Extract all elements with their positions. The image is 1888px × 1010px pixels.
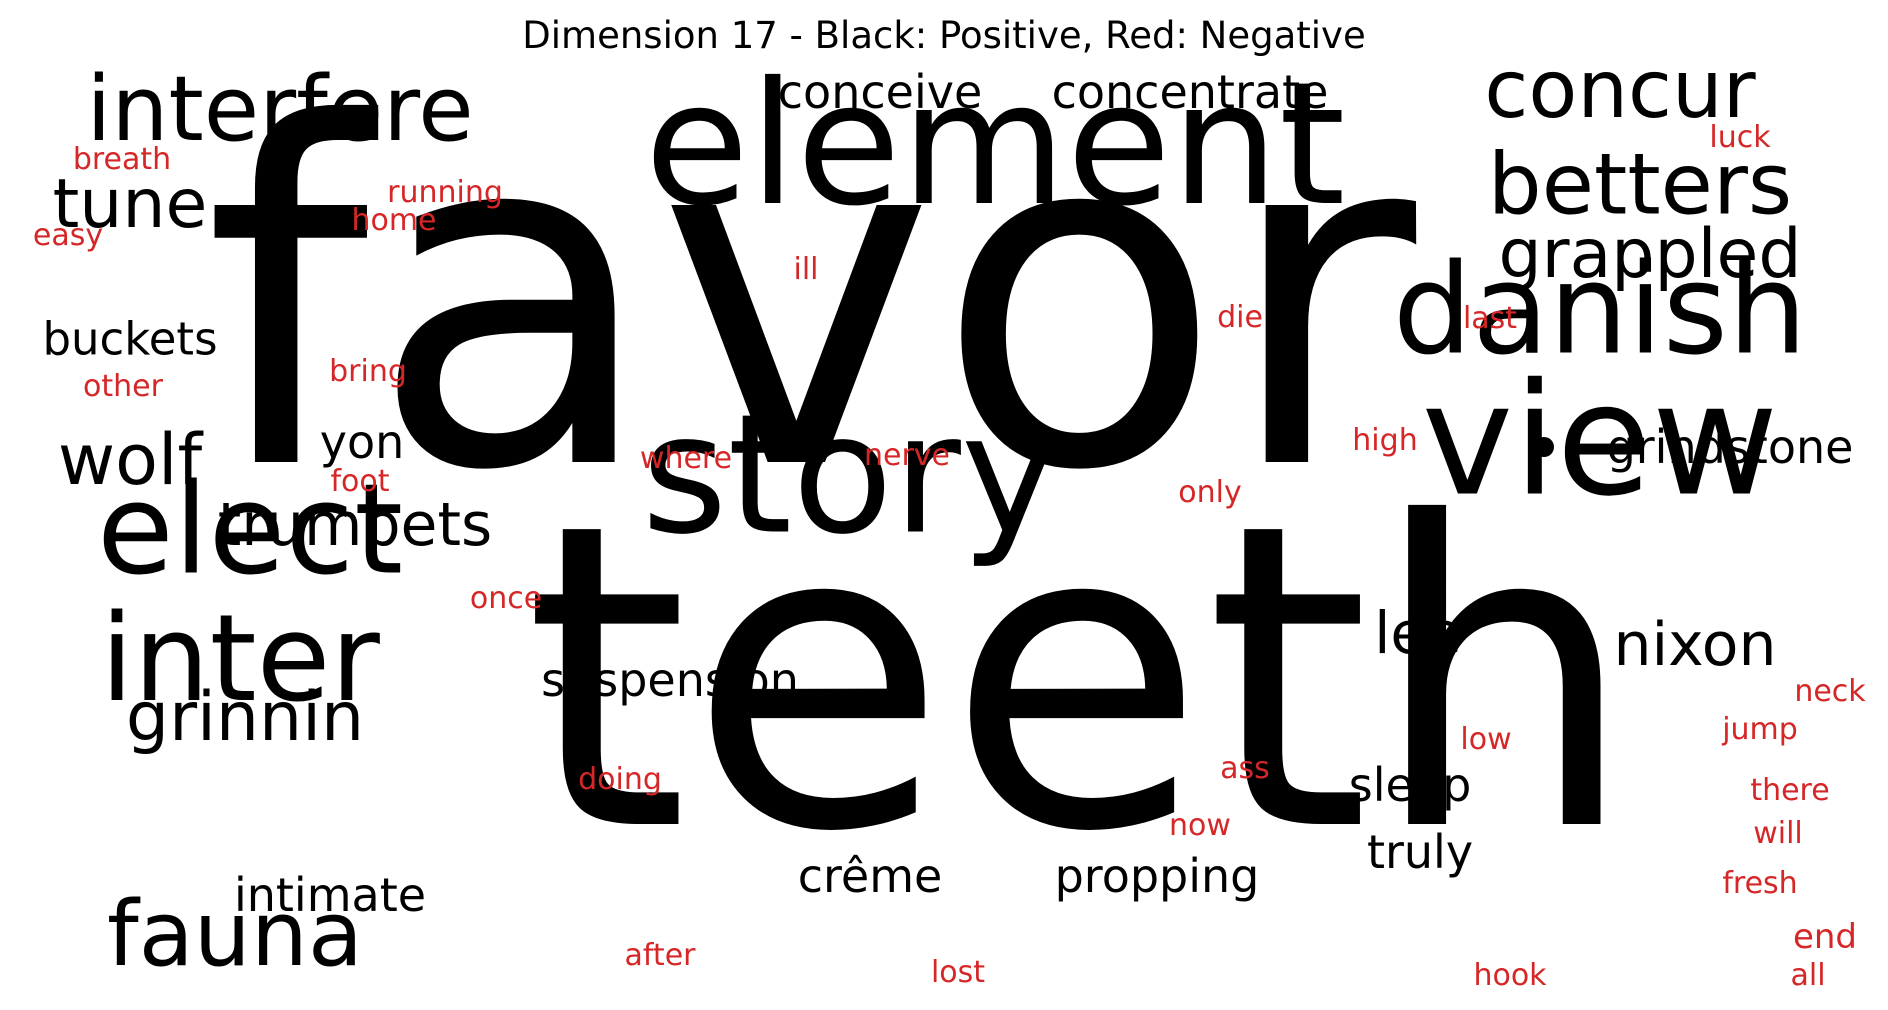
- word-positive-propping: propping: [1054, 849, 1260, 903]
- word-negative-end: end: [1792, 917, 1858, 957]
- word-positive-buckets: buckets: [42, 312, 218, 366]
- word-negative-home: home: [351, 203, 437, 238]
- word-positive-favor: favor: [203, 26, 1417, 573]
- word-negative-will: will: [1753, 816, 1803, 851]
- word-negative-foot: foot: [330, 464, 390, 499]
- word-positive-grinnin: grinnin: [125, 678, 365, 757]
- word-positive-grindstone: grindstone: [1606, 420, 1854, 474]
- word-negative-hook: hook: [1473, 958, 1547, 993]
- word-positive-wolf: wolf: [57, 419, 203, 501]
- word-negative-there: there: [1750, 773, 1830, 808]
- word-negative-once: once: [469, 581, 543, 616]
- word-positive-inter: inter: [100, 590, 380, 729]
- word-negative-high: high: [1352, 423, 1418, 458]
- word-positive-elect: elect: [96, 457, 404, 603]
- word-positive-view: view: [1421, 349, 1779, 531]
- word-positive-intimate: intimate: [233, 868, 427, 922]
- word-negative-doing: doing: [578, 762, 662, 797]
- word-negative-only: only: [1178, 475, 1242, 510]
- word-positive-danish: danish: [1392, 237, 1808, 383]
- word-negative-nerve: nerve: [863, 438, 951, 473]
- word-positive-sleep: sleep: [1348, 758, 1472, 812]
- chart-title: Dimension 17 - Black: Positive, Red: Neg…: [522, 14, 1366, 57]
- word-positive-betters: betters: [1487, 135, 1793, 235]
- word-positive-grappled: grappled: [1498, 215, 1802, 294]
- word-positive-lee: lee: [1374, 599, 1462, 667]
- word-positive-interfere: interfere: [86, 57, 474, 162]
- word-negative-where: where: [639, 441, 733, 476]
- word-positive-nixon: nixon: [1613, 610, 1777, 680]
- word-positive-trumpets: trumpets: [217, 490, 493, 560]
- word-positive-concentrate: concentrate: [1051, 65, 1329, 119]
- word-negative-die: die: [1217, 300, 1263, 335]
- word-negative-low: low: [1460, 722, 1512, 757]
- word-negative-all: all: [1790, 958, 1826, 993]
- word-positive-concur: concur: [1484, 43, 1756, 136]
- word-negative-neck: neck: [1794, 674, 1866, 709]
- word-positive-yon: yon: [319, 415, 405, 469]
- word-negative-last: last: [1462, 301, 1518, 336]
- word-negative-now: now: [1169, 808, 1231, 843]
- word-negative-jump: jump: [1722, 712, 1798, 747]
- word-negative-ill: ill: [793, 252, 819, 287]
- word-negative-luck: luck: [1709, 120, 1771, 155]
- word-negative-bring: bring: [329, 354, 407, 389]
- word-positive-conceive: conceive: [777, 65, 983, 119]
- word-positive-suspension: suspension: [541, 653, 799, 707]
- word-negative-after: after: [624, 938, 696, 973]
- word-positive-fauna: fauna: [106, 882, 364, 987]
- word-negative-lost: lost: [930, 955, 986, 990]
- word-negative-ass: ass: [1220, 751, 1270, 786]
- word-negative-running: running: [387, 175, 503, 210]
- word-positive-teeth: teeth: [523, 435, 1637, 924]
- word-positive-tune: tune: [52, 165, 208, 244]
- word-positive-element: element: [644, 46, 1346, 244]
- dot-marker: [1534, 437, 1554, 457]
- word-negative-other: other: [83, 369, 163, 404]
- word-positive-truly: truly: [1366, 825, 1474, 879]
- word-positive-crême: crême: [797, 849, 943, 903]
- word-positive-story: story: [641, 378, 1059, 571]
- word-negative-breath: breath: [72, 142, 172, 177]
- word-negative-easy: easy: [32, 218, 104, 253]
- word-negative-fresh: fresh: [1722, 866, 1798, 901]
